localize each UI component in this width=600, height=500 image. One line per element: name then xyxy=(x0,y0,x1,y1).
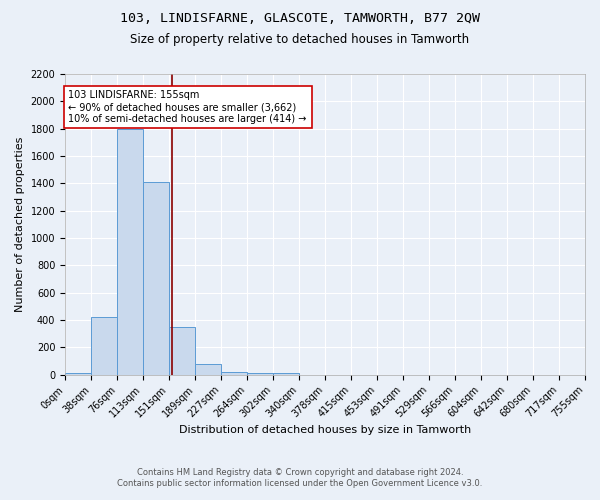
Bar xyxy=(169,327,195,374)
Bar xyxy=(91,318,118,374)
Bar xyxy=(195,364,221,374)
Text: Size of property relative to detached houses in Tamworth: Size of property relative to detached ho… xyxy=(130,32,470,46)
Text: 103 LINDISFARNE: 155sqm
← 90% of detached houses are smaller (3,662)
10% of semi: 103 LINDISFARNE: 155sqm ← 90% of detache… xyxy=(68,90,307,124)
Y-axis label: Number of detached properties: Number of detached properties xyxy=(15,136,25,312)
Text: Contains HM Land Registry data © Crown copyright and database right 2024.
Contai: Contains HM Land Registry data © Crown c… xyxy=(118,468,482,487)
Bar xyxy=(247,372,273,374)
X-axis label: Distribution of detached houses by size in Tamworth: Distribution of detached houses by size … xyxy=(179,425,471,435)
Bar xyxy=(65,372,91,374)
Bar xyxy=(273,372,299,374)
Bar xyxy=(221,372,247,374)
Bar xyxy=(143,182,169,374)
Bar xyxy=(118,128,143,374)
Text: 103, LINDISFARNE, GLASCOTE, TAMWORTH, B77 2QW: 103, LINDISFARNE, GLASCOTE, TAMWORTH, B7… xyxy=(120,12,480,26)
